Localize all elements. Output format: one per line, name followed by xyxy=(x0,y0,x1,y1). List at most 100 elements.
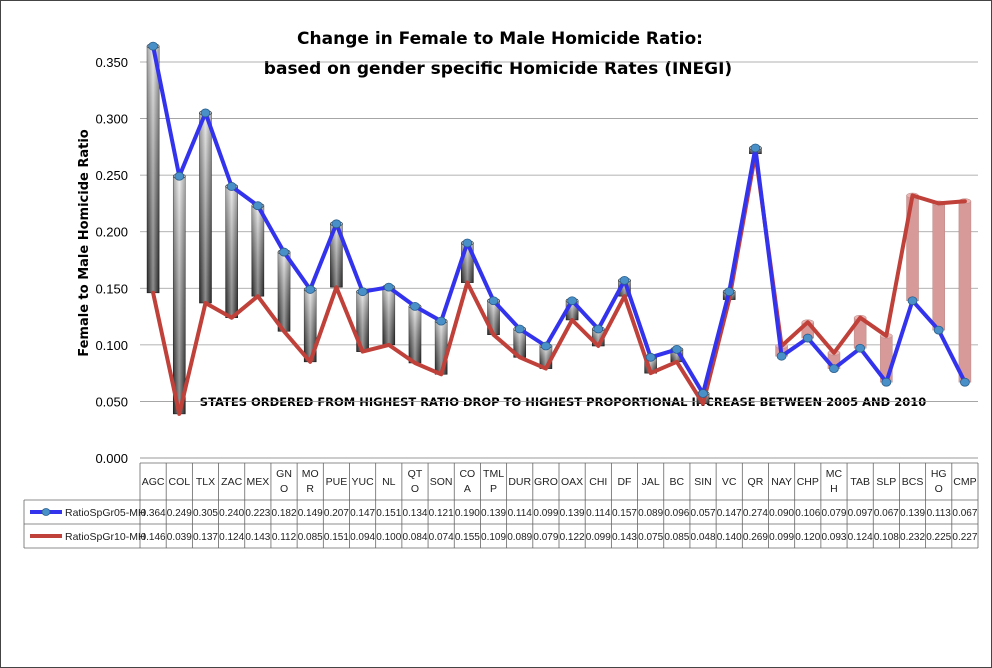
category-label: GRO xyxy=(534,476,558,488)
table-value: 0.207 xyxy=(324,508,349,519)
drop-bar-shade xyxy=(304,289,317,362)
category-label: A xyxy=(464,483,471,495)
category-label: ZAC xyxy=(221,476,242,488)
table-value: 0.099 xyxy=(586,532,611,543)
drop-bar-shade xyxy=(408,306,421,363)
category-label: O xyxy=(411,483,419,495)
series-marker-2005 xyxy=(357,287,368,297)
series-marker-2005 xyxy=(907,296,918,306)
drop-bar-shade xyxy=(382,287,395,345)
table-value: 0.124 xyxy=(219,532,244,543)
table-value: 0.079 xyxy=(821,508,846,519)
series-marker-2005 xyxy=(331,219,342,229)
series-marker-2005 xyxy=(960,377,970,387)
drop-bar-shade xyxy=(251,205,264,297)
series-marker-2005 xyxy=(567,296,577,306)
category-label: SON xyxy=(430,476,453,488)
table-value: 0.240 xyxy=(219,508,244,519)
legend-label: RatioSpGr05-MH xyxy=(65,507,146,519)
table-value: 0.122 xyxy=(560,532,585,543)
table-value: 0.139 xyxy=(900,508,925,519)
table-value: 0.249 xyxy=(167,508,192,519)
y-tick-label: 0.100 xyxy=(95,338,128,353)
table-value: 0.085 xyxy=(298,532,323,543)
y-tick-label: 0.250 xyxy=(95,168,128,183)
table-value: 0.113 xyxy=(927,508,952,519)
table-value: 0.067 xyxy=(874,508,899,519)
series-line-2005 xyxy=(151,44,967,396)
table-value: 0.114 xyxy=(508,508,533,519)
drop-bar-shade xyxy=(330,223,343,288)
category-label: VC xyxy=(722,476,737,488)
series-marker-2005 xyxy=(383,282,394,292)
table-value: 0.074 xyxy=(429,532,454,543)
table-value: 0.140 xyxy=(717,532,742,543)
table-value: 0.085 xyxy=(664,532,689,543)
category-label: PUE xyxy=(326,476,348,488)
category-label: MC xyxy=(826,468,843,480)
table-value: 0.155 xyxy=(455,532,480,543)
table-value: 0.146 xyxy=(141,532,166,543)
y-tick-label: 0.300 xyxy=(95,112,128,127)
table-value: 0.093 xyxy=(821,532,846,543)
series-marker-2005 xyxy=(410,301,420,311)
category-label: SLP xyxy=(876,476,896,488)
category-label: MEX xyxy=(246,476,269,488)
chart-annotation: STATES ORDERED FROM HIGHEST RATIO DROP T… xyxy=(200,395,926,409)
table-value: 0.124 xyxy=(848,532,873,543)
category-label: JAL xyxy=(642,476,660,488)
table-value: 0.143 xyxy=(612,532,637,543)
category-label: CHI xyxy=(589,476,607,488)
table-value: 0.100 xyxy=(376,532,401,543)
category-label: QR xyxy=(748,476,764,488)
category-label: O xyxy=(280,483,288,495)
table-value: 0.149 xyxy=(298,508,323,519)
table-value: 0.151 xyxy=(324,532,349,543)
category-label: TLX xyxy=(196,476,215,488)
table-value: 0.227 xyxy=(952,532,977,543)
table-value: 0.096 xyxy=(664,508,689,519)
table-value: 0.364 xyxy=(141,508,166,519)
series-marker-2005 xyxy=(698,389,708,398)
table-value: 0.232 xyxy=(900,532,925,543)
category-label: SIN xyxy=(694,476,712,488)
category-label: TAB xyxy=(850,476,870,488)
series-marker-2005 xyxy=(200,108,211,118)
category-label: AGC xyxy=(142,476,165,488)
drop-bar-shade xyxy=(278,252,291,332)
drop-bar-shade xyxy=(147,46,160,293)
table-value: 0.079 xyxy=(533,532,558,543)
table-value: 0.120 xyxy=(795,532,820,543)
y-tick-label: 0.200 xyxy=(95,225,128,240)
series-marker-2005 xyxy=(619,275,630,285)
table-value: 0.223 xyxy=(245,508,270,519)
category-label: CMP xyxy=(953,476,976,488)
table-value: 0.089 xyxy=(507,532,532,543)
table-value: 0.089 xyxy=(638,508,663,519)
y-tick-label: 0.000 xyxy=(95,451,128,466)
table-value: 0.067 xyxy=(952,508,977,519)
series-marker-2005 xyxy=(488,296,499,306)
drop-bar-shade xyxy=(225,186,238,318)
series-marker-2005 xyxy=(252,201,263,211)
table-value: 0.112 xyxy=(272,532,297,543)
category-label: NAY xyxy=(771,476,792,488)
table-value: 0.139 xyxy=(560,508,585,519)
drop-bar-shade xyxy=(173,176,186,414)
category-label: GN xyxy=(276,468,292,480)
category-label: YUC xyxy=(352,476,375,488)
chart-subtitle: based on gender specific Homicide Rates … xyxy=(264,59,732,79)
table-value: 0.305 xyxy=(193,508,218,519)
table-value: 0.269 xyxy=(743,532,768,543)
category-label: HG xyxy=(931,468,947,480)
series-marker-2005 xyxy=(933,325,944,335)
series-marker-2005 xyxy=(776,351,787,361)
series-marker-2005 xyxy=(829,364,839,374)
table-value: 0.139 xyxy=(481,508,506,519)
table-value: 0.121 xyxy=(429,508,454,519)
series-marker-2005 xyxy=(802,333,813,343)
series-marker-2005 xyxy=(645,352,656,362)
category-label: CO xyxy=(459,468,475,480)
series-marker-2005 xyxy=(174,171,185,181)
chart-title: Change in Female to Male Homicide Ratio: xyxy=(297,29,703,49)
